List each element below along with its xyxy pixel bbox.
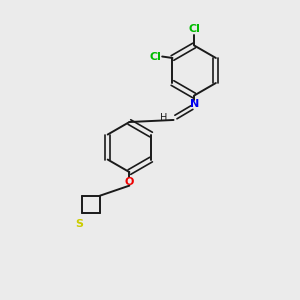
Text: S: S — [75, 218, 83, 229]
Text: O: O — [125, 176, 134, 187]
Text: H: H — [160, 112, 167, 123]
Text: Cl: Cl — [188, 24, 200, 34]
Text: Cl: Cl — [149, 52, 161, 61]
Text: N: N — [190, 99, 199, 109]
